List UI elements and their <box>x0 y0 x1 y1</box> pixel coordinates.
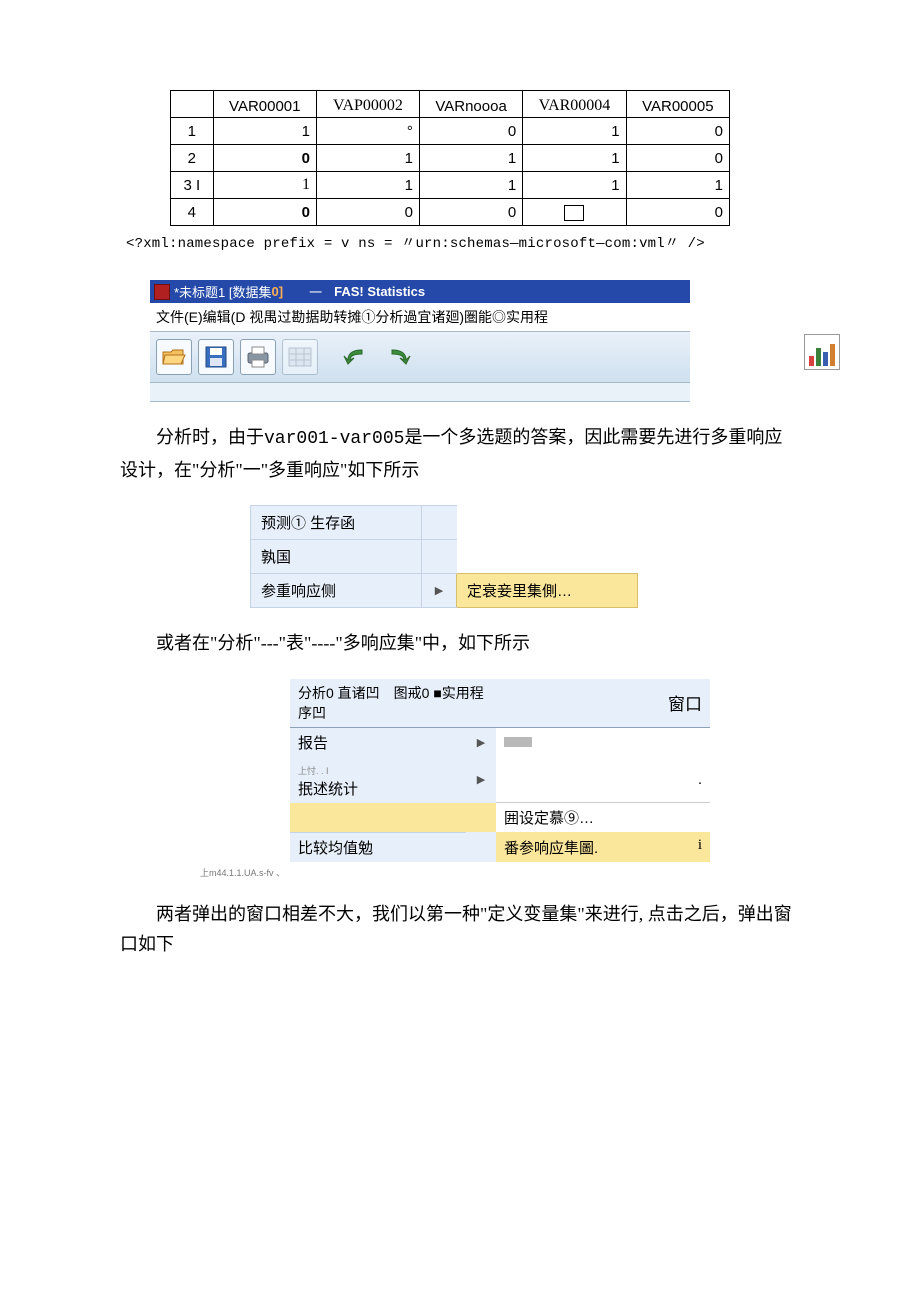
cell: 1 <box>419 145 522 172</box>
table-row: 2 0 1 1 1 0 <box>171 145 730 172</box>
undo-icon[interactable] <box>340 340 374 374</box>
cell: 1 <box>523 172 626 199</box>
paragraph-2: 或者在"分析"---"表"----"多响应集"中，如下所示 <box>120 628 800 659</box>
cell <box>523 199 626 226</box>
submenu-custom-tables[interactable]: 囲设定慕⑨… <box>496 803 710 833</box>
spss-titlebar: *未标题1 [数据集0] 一 FAS! Statistics <box>150 280 690 303</box>
col-var1: VAR00001 <box>213 91 316 118</box>
title-app: FAS! Statistics <box>334 284 425 299</box>
submenu-arrow-icon <box>466 803 496 833</box>
menu-item-desc[interactable]: 上忖. . I 抿述统计 <box>290 757 466 803</box>
cell: 0 <box>626 118 729 145</box>
print-icon[interactable] <box>240 339 276 375</box>
app-icon <box>154 284 170 300</box>
menu-item-multiresponse[interactable]: 参重响应侧 <box>251 574 422 608</box>
submenu-arrow-icon: ▶ <box>466 757 496 803</box>
submenu-define-set[interactable]: 定衰妾里集側… <box>457 574 638 608</box>
cell: 0 <box>419 118 522 145</box>
submenu-arrow-icon <box>466 832 496 862</box>
paragraph-1: 分析时，由于var001-var005是一个多选题的答案，因此需要先进行多重响应… <box>120 422 800 485</box>
table-row: 3 I 1 1 1 1 1 <box>171 172 730 199</box>
row-num: 4 <box>171 199 214 226</box>
table-row: 4 0 0 0 0 <box>171 199 730 226</box>
save-icon[interactable] <box>198 339 234 375</box>
row-num: 1 <box>171 118 214 145</box>
spss-window: *未标题1 [数据集0] 一 FAS! Statistics 文件(E)编辑(D… <box>150 280 690 402</box>
spss-toolbar <box>150 331 690 383</box>
menu-item-forecast[interactable]: 预测① 生存函 <box>251 506 422 540</box>
cell: 1 <box>316 172 419 199</box>
submenu-arrow-icon: ▶ <box>466 727 496 757</box>
paragraph-3: 两者弹出的窗口相差不大，我们以第一种"定义变量集"来进行, 点击之后，弹出窗口如… <box>120 899 800 960</box>
col-var4: VAR00004 <box>523 91 626 118</box>
cell: 0 <box>213 199 316 226</box>
cell: 1 <box>523 118 626 145</box>
cell: 1 <box>419 172 522 199</box>
redo-icon[interactable] <box>380 340 414 374</box>
submenu-arrow-icon <box>422 540 457 574</box>
row-num: 2 <box>171 145 214 172</box>
menu-item-r2[interactable]: 孰国 <box>251 540 422 574</box>
open-icon[interactable] <box>156 339 192 375</box>
title-dash: 一 <box>309 282 322 301</box>
analyze-menu-2: 分析0 直诸凹 图戒0 ■实用程序凹 窗口 报告 ▶ 上忖. . I 抿述统计 … <box>290 679 710 862</box>
cell: 1 <box>213 118 316 145</box>
analyze-menu-1: 预测① 生存函 孰国 参重响应侧 ▶ 定衰妾里集側… <box>250 505 638 608</box>
chart-icon[interactable] <box>804 334 840 370</box>
col-var2: VAP00002 <box>316 91 419 118</box>
info-icon: i <box>698 837 702 854</box>
col-var5: VAR00005 <box>626 91 729 118</box>
tiny-label: 上忖. . I <box>298 766 329 776</box>
row-num: 3 I <box>171 172 214 199</box>
grid-icon[interactable] <box>282 339 318 375</box>
title-orange: 0] <box>272 284 284 299</box>
submenu-dot: . <box>496 757 710 803</box>
cell: 0 <box>316 199 419 226</box>
submenu-arrow-icon <box>422 506 457 540</box>
cell: 0 <box>626 199 729 226</box>
menu-item-compare-means[interactable]: 比较均值勉 <box>290 832 466 862</box>
cell: 1 <box>316 145 419 172</box>
cell: 1 <box>213 172 316 199</box>
cell: ° <box>316 118 419 145</box>
submenu-blank <box>496 727 710 757</box>
footnote-text: 上m44.1.1.UA.s-fv 、 <box>200 866 800 879</box>
submenu-arrow-icon: ▶ <box>422 574 457 608</box>
cell: 0 <box>213 145 316 172</box>
col-var3: VARnoooa <box>419 91 522 118</box>
table-row: 1 1 ° 0 1 0 <box>171 118 730 145</box>
spss-subbar <box>150 383 690 402</box>
menu-item-report[interactable]: 报告 <box>290 727 466 757</box>
cell: 1 <box>523 145 626 172</box>
box-icon <box>564 205 584 221</box>
cell: 1 <box>626 172 729 199</box>
title-text: *未标题1 [数据集 <box>174 282 272 301</box>
spss-menubar[interactable]: 文件(E)编辑(D 视禺过勘据助转摊①分析過宜诸廻)圏能◎实用程 <box>150 303 690 331</box>
menu-window[interactable]: 窗口 <box>496 679 710 728</box>
header-blank <box>171 91 214 118</box>
cell: 0 <box>419 199 522 226</box>
menu-item-highlight[interactable] <box>290 803 466 833</box>
menubar-row[interactable]: 分析0 直诸凹 图戒0 ■实用程序凹 <box>290 679 496 728</box>
spss-data-grid: VAR00001 VAP00002 VARnoooa VAR00004 VAR0… <box>170 90 730 226</box>
submenu-multiresponse-set[interactable]: 番参响应隼圖. i <box>496 832 710 862</box>
xml-namespace-line: <?xml:namespace prefix = v ns = 〃urn:sch… <box>126 232 800 252</box>
header-row: VAR00001 VAP00002 VARnoooa VAR00004 VAR0… <box>171 91 730 118</box>
cell: 0 <box>626 145 729 172</box>
